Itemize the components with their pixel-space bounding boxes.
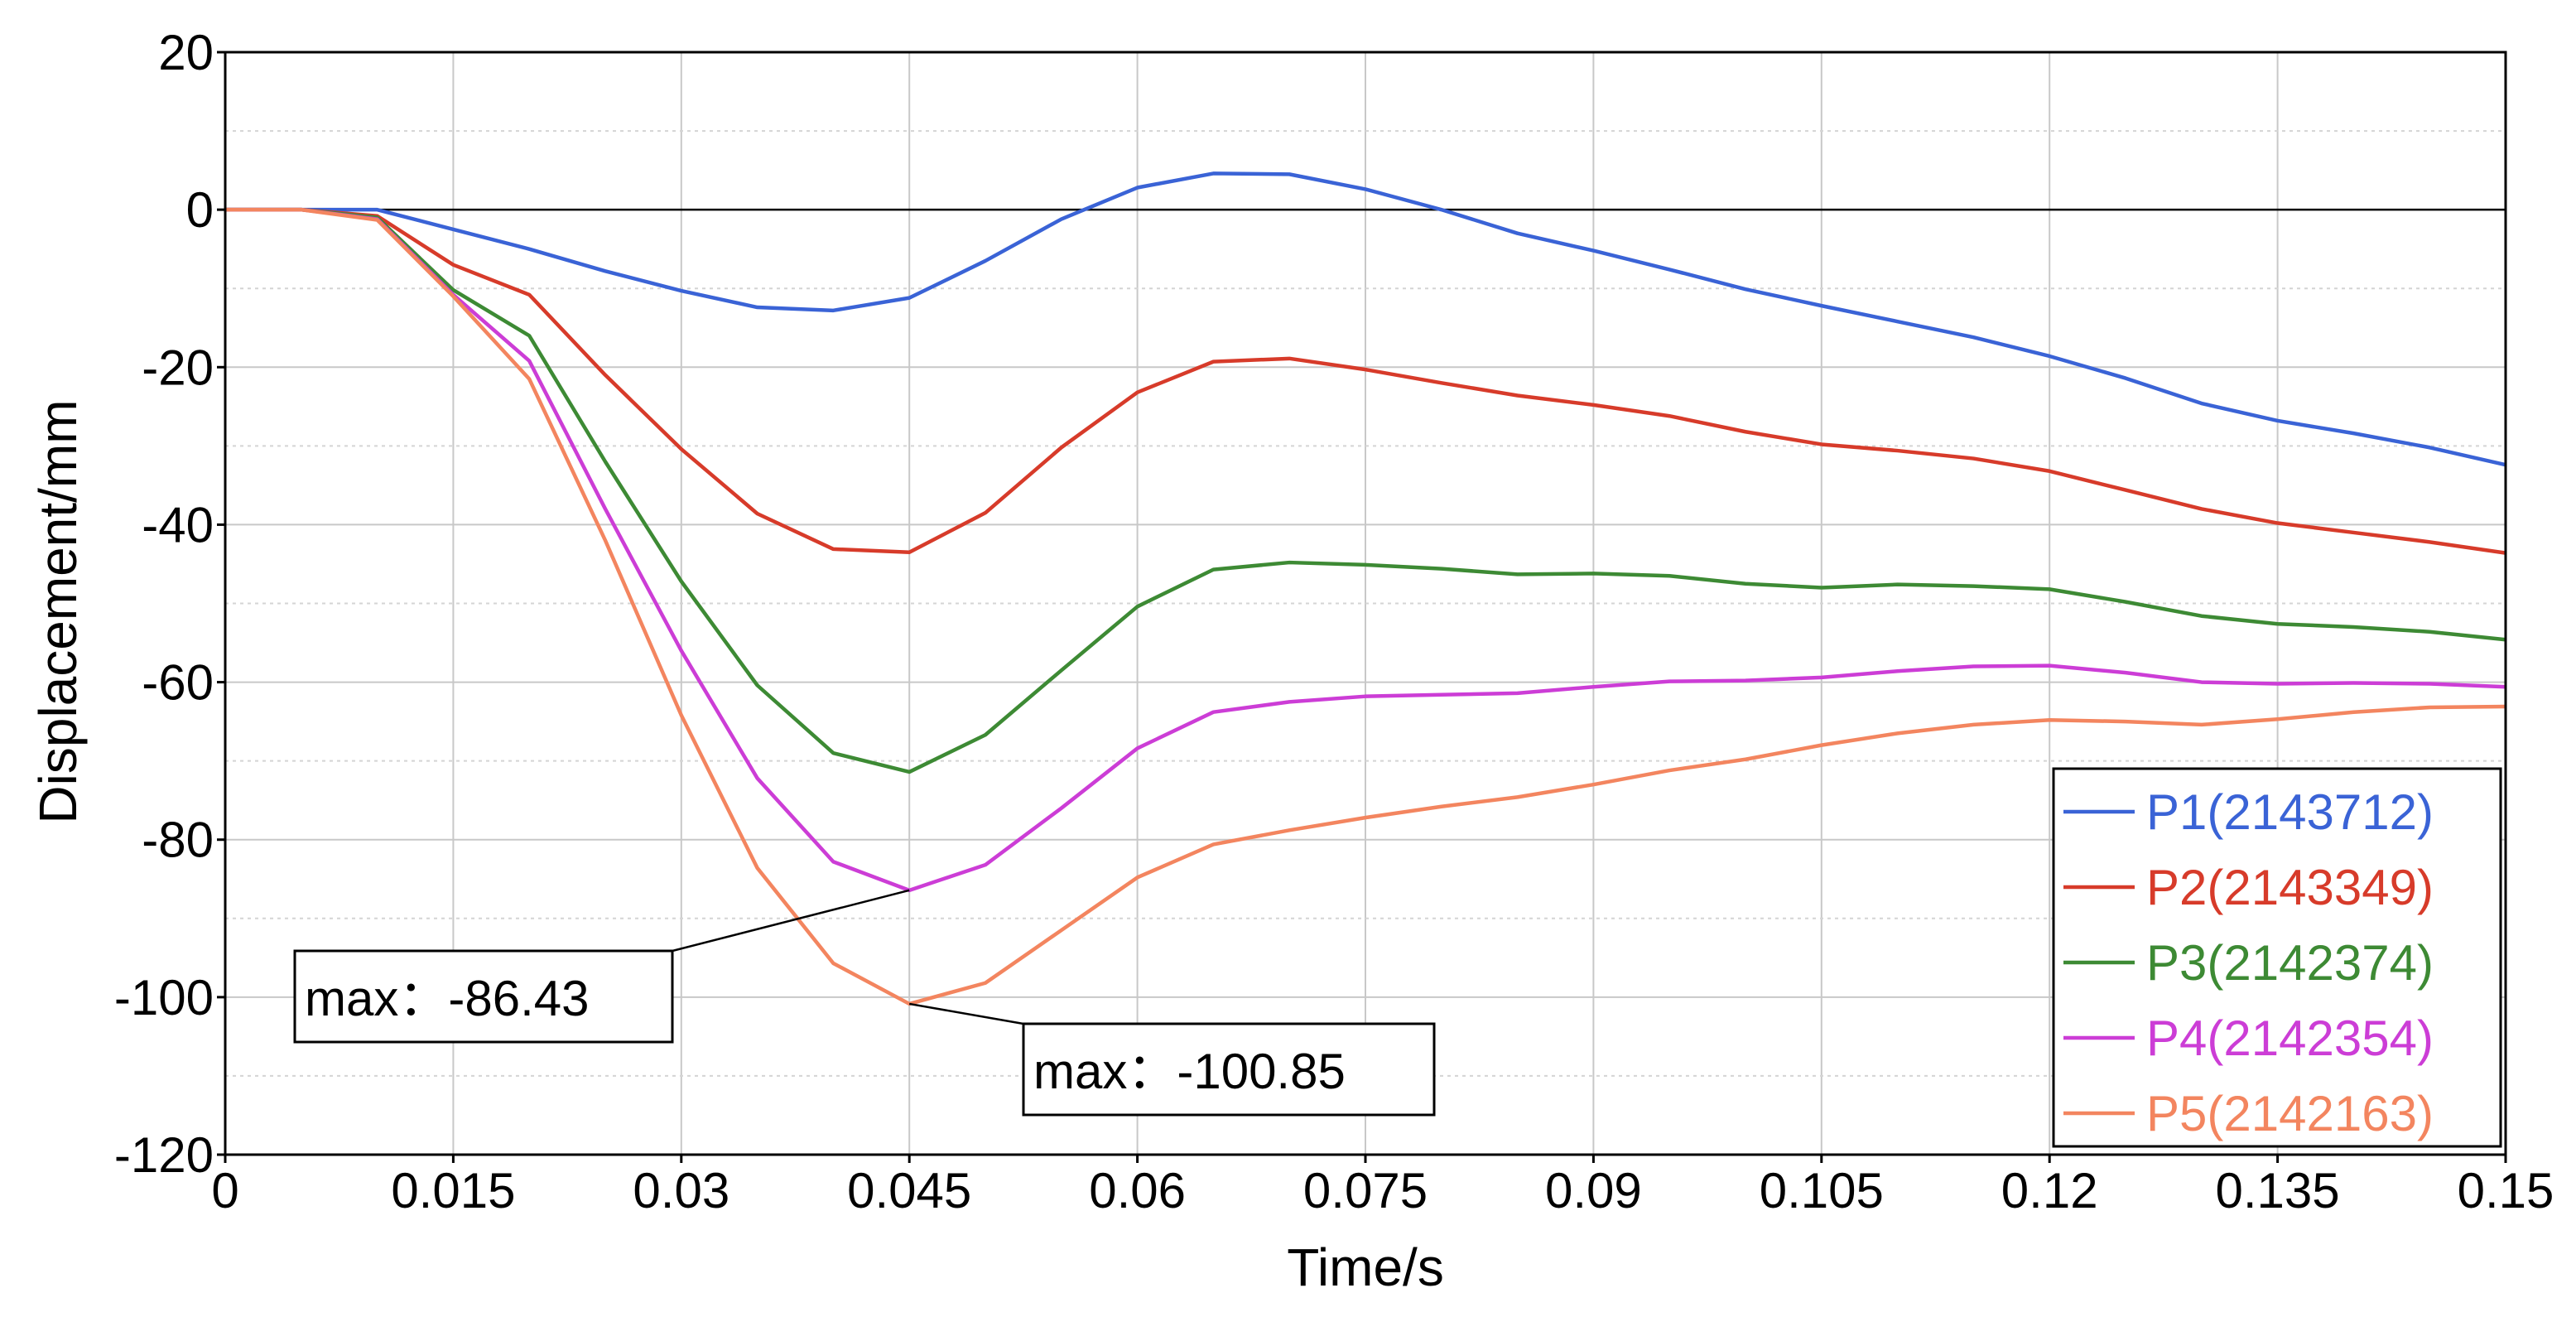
series-line-1: [225, 171, 2506, 467]
y-tick-label: -60: [142, 655, 214, 711]
legend-entry: P5(2142163): [2146, 1086, 2434, 1141]
annotation-leader-line: [672, 889, 910, 953]
annotation-max-p4: max：-86.43: [305, 971, 589, 1026]
y-tick-label: -20: [142, 340, 214, 395]
annotation-box: [293, 949, 674, 1044]
y-tick-label: 0: [186, 182, 214, 238]
annotation-leader-line: [908, 1002, 1024, 1025]
annotation-max-p5: max：-100.85: [1033, 1044, 1346, 1099]
y-tick-label: 20: [158, 25, 214, 80]
x-tick-label: 0.12: [2001, 1163, 2098, 1218]
x-tick-label: 0.105: [1760, 1163, 1884, 1218]
x-tick-label: 0.075: [1303, 1163, 1428, 1218]
annotations: max：-86.43 max：-100.85: [293, 889, 1436, 1117]
series-line-2: [225, 207, 2506, 555]
y-tick-label: -40: [142, 497, 214, 552]
x-tick-label: 0.06: [1089, 1163, 1186, 1218]
series-line-5: [225, 207, 2506, 1006]
legend-entry: P4(2142354): [2146, 1011, 2434, 1066]
x-tick-label: 0: [211, 1163, 238, 1218]
series-lines: [225, 171, 2506, 1006]
legend-box: [2052, 767, 2502, 1148]
x-tick-label: 0.015: [391, 1163, 515, 1218]
x-tick-label: 0.15: [2458, 1163, 2554, 1218]
legend-entry: P1(2143712): [2146, 784, 2434, 840]
series-line-4: [225, 207, 2506, 893]
series-line-3: [225, 207, 2506, 774]
y-tick-label: -80: [142, 813, 214, 868]
x-tick-label: 0.045: [847, 1163, 971, 1218]
y-axis-ticks: 20 0 -20 -40 -60 -80 -100 -120: [114, 25, 225, 1183]
y-axis-label: Displacement/mm: [28, 399, 88, 823]
legend-entry: P2(2143349): [2146, 860, 2434, 915]
annotation-box: [1022, 1022, 1436, 1117]
x-tick-label: 0.03: [633, 1163, 729, 1218]
x-tick-label: 0.09: [1545, 1163, 1642, 1218]
y-tick-label: -100: [114, 970, 214, 1025]
legend: P1(2143712) P2(2143349) P3(2142374) P4(2142…: [2052, 767, 2502, 1148]
x-tick-label: 0.135: [2216, 1163, 2340, 1218]
y-tick-label: -120: [114, 1127, 214, 1183]
x-axis-ticks: 0 0.015 0.03 0.045 0.06 0.075 0.09 0.105 0.12 0.1…: [211, 1155, 2554, 1218]
legend-entry: P3(2142374): [2146, 935, 2434, 991]
x-axis-label: Time/s: [1287, 1237, 1444, 1297]
